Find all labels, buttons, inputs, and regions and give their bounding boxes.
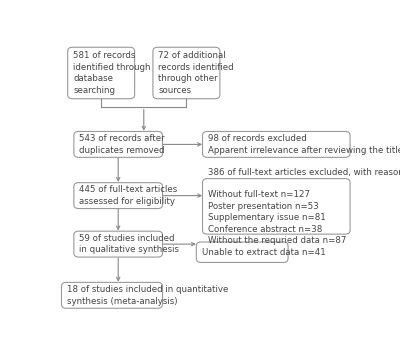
Text: Unable to extract data n=41: Unable to extract data n=41 — [202, 248, 326, 257]
Text: 445 of full-text articles
assessed for eligibility: 445 of full-text articles assessed for e… — [80, 186, 178, 206]
FancyBboxPatch shape — [202, 132, 350, 158]
Text: 386 of full-text articles excluded, with reasons

Without full-text n=127
Poster: 386 of full-text articles excluded, with… — [208, 168, 400, 245]
Text: 98 of records excluded
Apparent irrelevance after reviewing the titles and abstr: 98 of records excluded Apparent irreleva… — [208, 134, 400, 155]
FancyBboxPatch shape — [196, 242, 288, 262]
FancyBboxPatch shape — [74, 132, 162, 158]
FancyBboxPatch shape — [74, 183, 162, 209]
Text: 18 of studies included in quantitative
synthesis (meta-analysis): 18 of studies included in quantitative s… — [67, 285, 228, 306]
Text: 581 of records
identified through
database
searching: 581 of records identified through databa… — [73, 51, 151, 94]
FancyBboxPatch shape — [74, 231, 162, 257]
Text: 72 of additional
records identified
through other
sources: 72 of additional records identified thro… — [158, 51, 234, 94]
FancyBboxPatch shape — [202, 178, 350, 234]
Text: 543 of records after
duplicates removed: 543 of records after duplicates removed — [80, 134, 165, 155]
FancyBboxPatch shape — [62, 282, 162, 308]
Text: 59 of studies included
in qualitative synthesis: 59 of studies included in qualitative sy… — [80, 234, 180, 254]
FancyBboxPatch shape — [153, 47, 220, 99]
FancyBboxPatch shape — [68, 47, 135, 99]
